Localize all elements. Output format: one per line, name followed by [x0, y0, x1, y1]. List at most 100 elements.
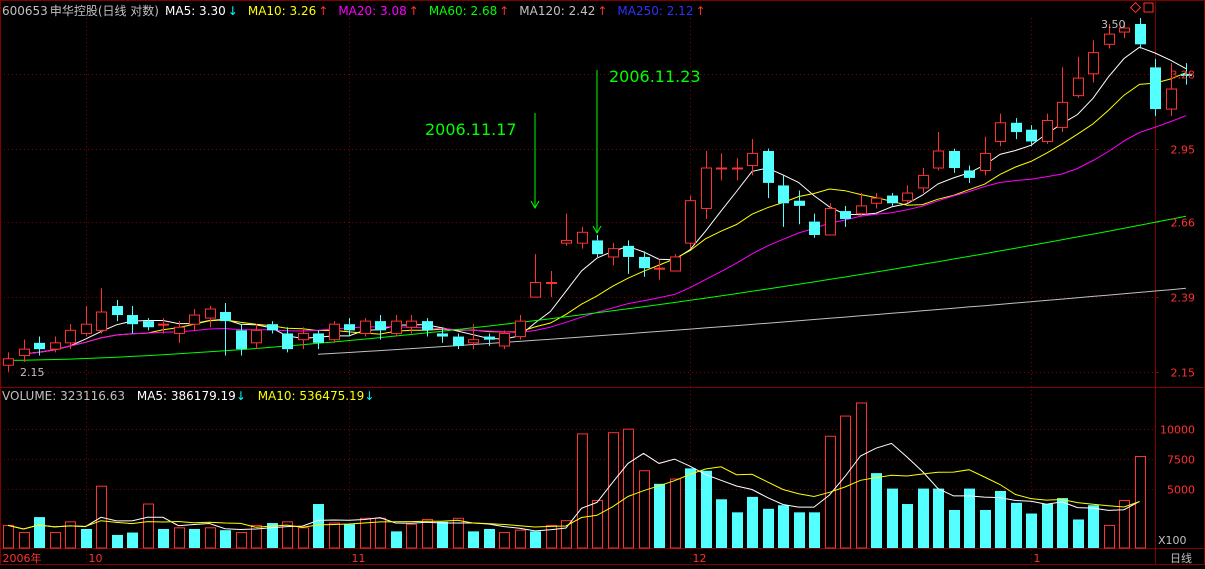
ma-legend-arrow: ↑ — [318, 4, 329, 18]
volume-bar — [375, 517, 386, 549]
candle — [329, 321, 340, 343]
candle-body — [65, 329, 76, 344]
candle-body — [344, 324, 355, 331]
volume-bar — [856, 402, 867, 549]
candle — [654, 259, 665, 280]
volume-bar — [964, 488, 975, 548]
ma120-line — [317, 287, 1187, 355]
volume-bars — [3, 402, 1146, 549]
candle — [298, 327, 309, 350]
candle-body — [313, 333, 324, 343]
candle — [995, 113, 1006, 147]
volume-bar — [577, 433, 588, 549]
annotation-label: 2006.11.23 — [609, 67, 701, 86]
volume-bar — [918, 488, 929, 548]
candle-body — [561, 239, 572, 244]
candle-body — [995, 122, 1006, 142]
candle-body — [592, 240, 603, 255]
volume-bar — [840, 415, 851, 549]
volume-bar — [112, 534, 123, 548]
ma60-line — [7, 215, 1187, 361]
candle-body — [1150, 67, 1161, 110]
volume-bar — [685, 468, 696, 548]
ma-legend-ma5: MA5: 3.30 ↓ — [165, 4, 240, 18]
candle-body — [360, 320, 371, 334]
candle — [732, 158, 743, 181]
volume-bar — [205, 527, 216, 549]
candle-body — [1181, 73, 1192, 76]
candle-body — [158, 323, 169, 326]
volume-bar — [406, 523, 417, 549]
candle — [1181, 63, 1192, 85]
volume-bar — [453, 517, 464, 549]
candlesticks — [3, 18, 1192, 372]
candle-body — [1011, 122, 1022, 133]
candle-body — [840, 211, 851, 219]
candle-body — [282, 333, 293, 350]
candle-body — [902, 192, 913, 202]
candle-body — [406, 320, 417, 328]
ma-legend-text: MA60: 2.68 — [428, 4, 498, 18]
candle — [484, 333, 495, 346]
volume-ma10-label: MA10 — [257, 389, 292, 403]
volume-bar — [236, 532, 247, 549]
volume-bar — [437, 521, 448, 548]
candle — [856, 193, 867, 217]
candle — [220, 303, 231, 356]
date-label: 10 — [89, 552, 103, 565]
candle-body — [391, 320, 402, 334]
volume-bar — [639, 470, 650, 549]
volume-bar — [220, 530, 231, 548]
volume-bar — [313, 504, 324, 548]
ma5-line — [23, 46, 1187, 355]
candle — [1057, 67, 1068, 133]
candle-body — [887, 195, 898, 204]
candle — [19, 339, 30, 362]
candle — [933, 132, 944, 171]
candle-body — [267, 324, 278, 331]
ma-legend-arrow: ↑ — [695, 4, 706, 18]
volume-bar — [809, 512, 820, 548]
candle — [81, 306, 92, 337]
candle-body — [453, 336, 464, 346]
volume-label: VOLUME — [2, 389, 53, 403]
annotation-arrow-head — [530, 200, 540, 210]
volume-bar — [19, 532, 30, 549]
ma10-line — [23, 72, 1187, 355]
candle — [344, 318, 355, 337]
volume-bar — [34, 517, 45, 548]
window-icon — [1143, 2, 1154, 13]
candle-body — [716, 167, 727, 170]
candle — [143, 318, 154, 331]
candle-body — [623, 245, 634, 257]
date-label: 1 — [1034, 552, 1041, 565]
candle — [670, 254, 681, 272]
volume-bar — [608, 432, 619, 549]
volume-bar — [1104, 524, 1115, 549]
axis-labels: 3.28 2.95 2.66 2.39 2.15 2006年 10 11 12 1 X100 日线 3.… — [3, 18, 1196, 565]
candle — [949, 148, 960, 173]
volume-bar — [995, 490, 1006, 548]
candle — [639, 251, 650, 277]
candle-body — [763, 150, 774, 183]
volume-tick-label: 5000 — [1167, 484, 1195, 497]
candle-body — [236, 330, 247, 350]
candle — [205, 306, 216, 328]
candle — [515, 315, 526, 340]
candle-body — [809, 221, 820, 235]
candle-body — [50, 342, 61, 350]
volume-bar — [468, 531, 479, 548]
candle — [918, 167, 929, 194]
candle-body — [577, 231, 588, 244]
volume-bar — [1026, 513, 1037, 548]
volume-bar — [329, 522, 340, 549]
candle-body — [220, 312, 231, 322]
volume-bar — [251, 524, 262, 549]
candle — [267, 321, 278, 334]
candle — [3, 352, 14, 372]
volume-bar — [902, 504, 913, 548]
candle — [65, 324, 76, 350]
candle-body — [34, 342, 45, 350]
candle — [406, 315, 417, 334]
